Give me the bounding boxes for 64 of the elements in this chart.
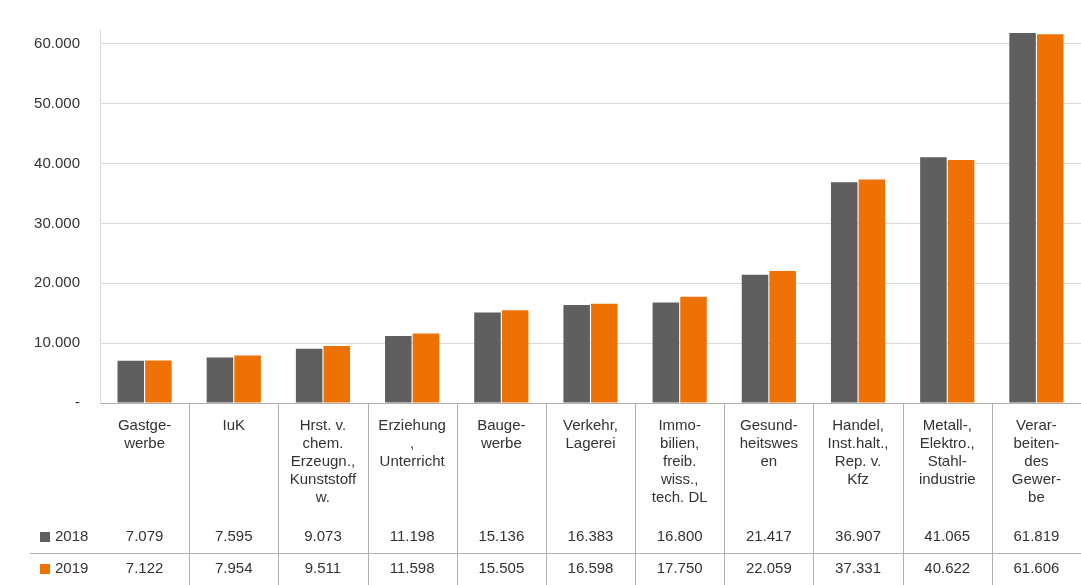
data-label: 41.065 [924,527,971,545]
y-tick-label: 40.000 [34,153,80,171]
bar [385,335,412,403]
data-label: 40.622 [924,559,971,577]
bar [1009,33,1036,403]
y-tick-label: 30.000 [34,213,80,231]
bar [412,333,440,403]
y-tick-label: 10.000 [34,333,80,351]
bar [830,182,858,403]
x-tick-label: Hrst. v. chem. Erzeugn., Kunststoff w. [289,416,357,506]
x-tick-label: IuK [222,416,246,434]
data-label: 15.505 [478,559,525,577]
bar [652,302,680,403]
data-label: 11.198 [389,527,435,545]
bar [947,159,975,403]
bar [920,157,947,403]
data-label: 16.598 [567,559,614,577]
x-tick-label: Gastge- werbe [117,416,172,452]
legend-label: 2019 [55,559,89,577]
x-tick-label: Immo- bilien, freib. wiss., tech. DL [651,416,708,506]
y-tick-label: 60.000 [34,34,80,52]
x-tick-label: Metall-, Elektro., Stahl- industrie [918,416,976,488]
bar [501,310,529,403]
data-label: 7.954 [215,559,253,577]
y-tick-label: 20.000 [34,273,80,291]
data-label: 7.595 [215,527,253,545]
data-label: 22.059 [745,559,792,577]
x-tick-label: Verkehr, Lagerei [562,416,619,452]
bar [591,303,618,403]
bar [323,346,351,403]
bar [234,355,261,403]
bar [563,304,590,403]
data-label: 15.136 [478,527,525,545]
bar [145,360,172,403]
bar [769,271,796,403]
bar [206,357,234,403]
x-tick-label: Erziehung , Unterricht [378,416,446,470]
y-tick-label: 50.000 [34,93,80,111]
data-label: 61.606 [1013,559,1060,577]
x-tick-label: Bauge- werbe [477,416,526,452]
bar [117,360,145,403]
x-tick-label: Verar- beiten- des Gewer- be [1011,416,1061,506]
legend-label: 2018 [55,527,89,545]
data-label: 17.750 [656,559,703,577]
data-label: 7.079 [125,527,164,545]
y-tick-label: - [75,393,80,411]
bar [295,348,323,403]
bar [680,296,707,403]
x-tick-label: Gesund- heitswes en [739,416,799,470]
data-label: 11.598 [389,559,435,577]
data-label: 37.331 [835,559,881,577]
data-label: 36.907 [835,527,881,545]
data-label: 7.122 [125,559,164,577]
bar [1036,34,1064,403]
data-label: 9.511 [304,559,342,577]
bar [474,312,501,403]
bar [741,274,769,403]
bar [858,179,886,403]
data-label: 16.383 [567,527,614,545]
data-label: 21.417 [745,527,792,545]
x-tick-label: Handel, Inst.halt., Rep. v. Kfz [827,416,889,488]
data-label: 9.073 [304,527,342,545]
data-label: 61.819 [1013,527,1060,545]
data-label: 16.800 [656,527,703,545]
